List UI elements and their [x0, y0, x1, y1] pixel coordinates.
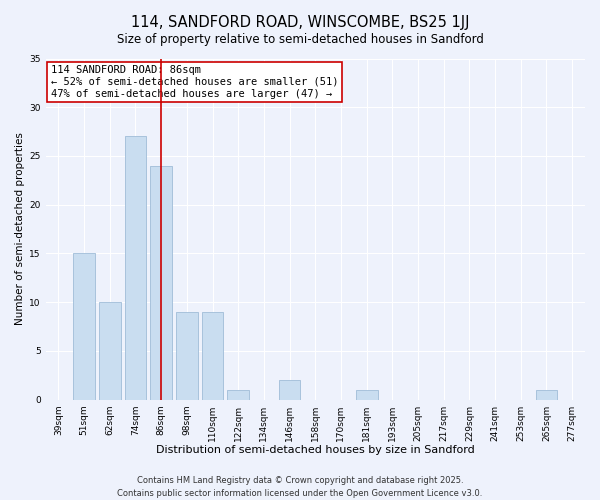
Bar: [536, 390, 557, 400]
Text: 114, SANDFORD ROAD, WINSCOMBE, BS25 1JJ: 114, SANDFORD ROAD, WINSCOMBE, BS25 1JJ: [131, 15, 469, 30]
Text: 114 SANDFORD ROAD: 86sqm
← 52% of semi-detached houses are smaller (51)
47% of s: 114 SANDFORD ROAD: 86sqm ← 52% of semi-d…: [51, 66, 338, 98]
Bar: [227, 390, 249, 400]
Bar: [356, 390, 377, 400]
Bar: [150, 166, 172, 400]
Y-axis label: Number of semi-detached properties: Number of semi-detached properties: [15, 132, 25, 326]
Bar: [202, 312, 223, 400]
Bar: [125, 136, 146, 400]
Bar: [278, 380, 301, 400]
X-axis label: Distribution of semi-detached houses by size in Sandford: Distribution of semi-detached houses by …: [156, 445, 475, 455]
Bar: [99, 302, 121, 400]
Bar: [176, 312, 198, 400]
Bar: [73, 254, 95, 400]
Text: Size of property relative to semi-detached houses in Sandford: Size of property relative to semi-detach…: [116, 32, 484, 46]
Text: Contains HM Land Registry data © Crown copyright and database right 2025.
Contai: Contains HM Land Registry data © Crown c…: [118, 476, 482, 498]
